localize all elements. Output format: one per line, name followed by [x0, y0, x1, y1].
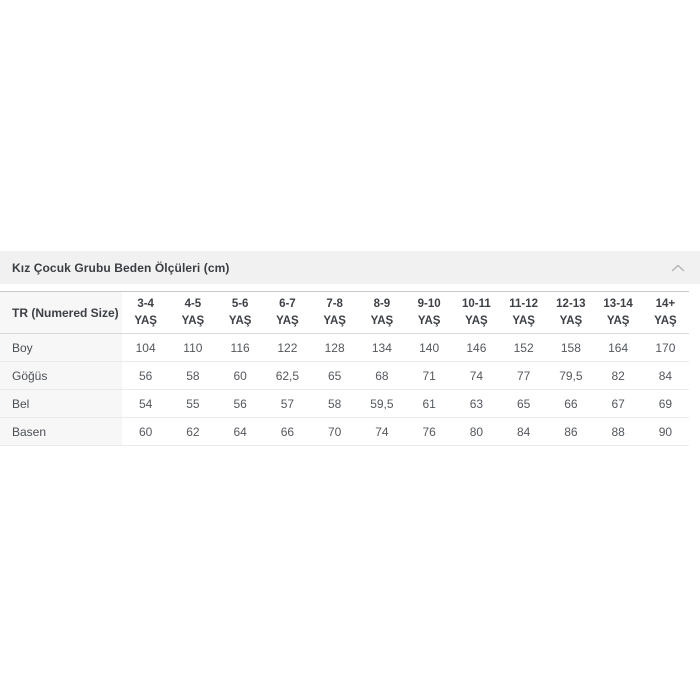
size-table-body: Boy 104 110 116 122 128 134 140 146 152 158 164 170 G… [0, 333, 689, 446]
age-column-header: 4-5 YAŞ [169, 291, 217, 334]
age-column-header: 9-10 YAŞ [405, 291, 453, 334]
measurement-value: 64 [216, 417, 264, 446]
measurement-label: Bel [0, 389, 122, 418]
measurement-value: 74 [358, 417, 406, 446]
measurement-label: Basen [0, 417, 122, 446]
age-column-header: 8-9 YAŞ [358, 291, 406, 334]
size-table-head-row: TR (Numered Size) 3-4 YAŞ 4-5 YAŞ 5-6 YAŞ 6-7 Y… [0, 291, 689, 334]
measurement-value: 61 [405, 389, 453, 418]
measurement-value: 170 [641, 333, 689, 362]
measurement-value: 128 [311, 333, 359, 362]
measurement-value: 110 [169, 333, 217, 362]
measurement-value: 71 [405, 361, 453, 390]
measurement-value: 122 [263, 333, 311, 362]
measurement-value: 74 [452, 361, 500, 390]
measurement-value: 58 [311, 389, 359, 418]
measurement-value: 76 [405, 417, 453, 446]
measurement-value: 60 [216, 361, 264, 390]
age-column-header: 14+ YAŞ [641, 291, 689, 334]
measurement-value: 62 [169, 417, 217, 446]
measurement-value: 65 [500, 389, 548, 418]
measurement-value: 63 [452, 389, 500, 418]
measurement-label: Boy [0, 333, 122, 362]
measurement-value: 56 [216, 389, 264, 418]
measurement-value: 134 [358, 333, 406, 362]
measurement-value: 59,5 [358, 389, 406, 418]
measurement-value: 68 [358, 361, 406, 390]
measurement-value: 90 [641, 417, 689, 446]
table-row: Göğüs 56 58 60 62,5 65 68 71 74 77 79,5 82 84 [0, 361, 689, 390]
measurement-value: 158 [547, 333, 595, 362]
age-column-header: 6-7 YAŞ [263, 291, 311, 334]
size-system-label: TR (Numered Size) [0, 291, 122, 334]
table-row: Boy 104 110 116 122 128 134 140 146 152 158 164 170 [0, 333, 689, 362]
accordion-title: Kız Çocuk Grubu Beden Ölçüleri (cm) [12, 260, 230, 275]
measurement-value: 66 [547, 389, 595, 418]
table-row: Bel 54 55 56 57 58 59,5 61 63 65 66 67 69 [0, 389, 689, 418]
measurement-value: 65 [311, 361, 359, 390]
age-column-header: 13-14 YAŞ [594, 291, 642, 334]
measurement-value: 164 [594, 333, 642, 362]
measurement-value: 55 [169, 389, 217, 418]
measurement-label: Göğüs [0, 361, 122, 390]
age-column-header: 12-13 YAŞ [547, 291, 595, 334]
measurement-value: 54 [122, 389, 170, 418]
measurement-value: 84 [641, 361, 689, 390]
measurement-value: 140 [405, 333, 453, 362]
measurement-value: 146 [452, 333, 500, 362]
measurement-value: 70 [311, 417, 359, 446]
age-column-header: 5-6 YAŞ [216, 291, 264, 334]
measurement-value: 62,5 [263, 361, 311, 390]
measurement-value: 77 [500, 361, 548, 390]
age-column-header: 10-11 YAŞ [452, 291, 500, 334]
measurement-value: 67 [594, 389, 642, 418]
measurement-value: 88 [594, 417, 642, 446]
measurement-value: 58 [169, 361, 217, 390]
measurement-value: 57 [263, 389, 311, 418]
measurement-value: 82 [594, 361, 642, 390]
measurement-value: 69 [641, 389, 689, 418]
age-column-header: 3-4 YAŞ [122, 291, 170, 334]
measurement-value: 152 [500, 333, 548, 362]
age-column-header: 7-8 YAŞ [311, 291, 359, 334]
measurement-value: 66 [263, 417, 311, 446]
size-table: TR (Numered Size) 3-4 YAŞ 4-5 YAŞ 5-6 YAŞ 6-7 Y… [0, 291, 689, 446]
age-column-header: 11-12 YAŞ [500, 291, 548, 334]
measurement-value: 116 [216, 333, 264, 362]
size-chart-accordion-header[interactable]: Kız Çocuk Grubu Beden Ölçüleri (cm) [0, 251, 700, 284]
measurement-value: 79,5 [547, 361, 595, 390]
measurement-value: 86 [547, 417, 595, 446]
measurement-value: 104 [122, 333, 170, 362]
table-row: Basen 60 62 64 66 70 74 76 80 84 86 88 90 [0, 417, 689, 446]
chevron-up-icon[interactable] [671, 264, 685, 272]
measurement-value: 56 [122, 361, 170, 390]
measurement-value: 80 [452, 417, 500, 446]
measurement-value: 60 [122, 417, 170, 446]
measurement-value: 84 [500, 417, 548, 446]
